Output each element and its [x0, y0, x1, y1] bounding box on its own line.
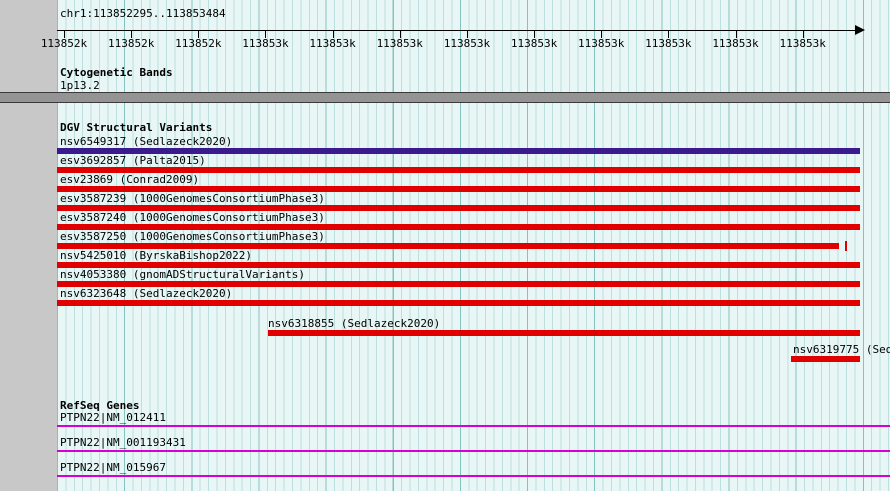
ruler-tick — [466, 30, 468, 38]
variant-label[interactable]: nsv6323648 (Sedlazeck2020) — [60, 287, 233, 300]
ruler-tick — [64, 30, 65, 38]
variant-label[interactable]: nsv6549317 (Sedlazeck2020) — [60, 135, 233, 148]
variant-end-tick — [845, 241, 847, 251]
ruler-tick — [802, 30, 804, 38]
ruler-line — [57, 30, 856, 31]
cytoband-bar[interactable] — [0, 92, 890, 103]
variant-bar[interactable] — [268, 330, 860, 336]
variant-label[interactable]: esv3587239 (1000GenomesConsortiumPhase3) — [60, 192, 325, 205]
gene-line[interactable] — [57, 475, 890, 477]
ruler-tick — [332, 30, 334, 38]
ruler-tick — [265, 30, 267, 38]
variant-label[interactable]: nsv4053380 (gnomADStructuralVariants) — [60, 268, 306, 281]
variant-bar[interactable] — [57, 186, 860, 192]
ruler-tick-label: 113852k — [40, 37, 88, 50]
ruler-tick-label: 113853k — [309, 37, 356, 50]
ruler-tick — [399, 30, 401, 38]
variant-label[interactable]: esv3587240 (1000GenomesConsortiumPhase3) — [60, 211, 325, 224]
variant-label[interactable]: esv3587250 (1000GenomesConsortiumPhase3) — [60, 230, 325, 243]
section-title-refseq-genes: RefSeq Genes — [60, 399, 140, 412]
ruler-tick-label: 113853k — [779, 37, 826, 50]
variant-label[interactable]: esv3692857 (Palta2015) — [60, 154, 206, 167]
ruler-tick-label: 113853k — [712, 37, 759, 50]
ruler-tick — [735, 30, 737, 38]
variant-bar[interactable] — [57, 167, 860, 173]
ruler-tick-label: 113853k — [443, 37, 491, 50]
variant-label[interactable]: nsv5425010 (ByrskaBishop2022) — [60, 249, 253, 262]
ruler-tick-label: 113853k — [578, 37, 625, 50]
ruler-tick-label: 113853k — [510, 37, 558, 50]
ruler-tick-label: 113852k — [107, 37, 155, 50]
ruler-tick-label: 113852k — [175, 37, 222, 50]
left-gutter — [0, 0, 57, 491]
variant-bar[interactable] — [57, 224, 860, 230]
variant-bar[interactable] — [57, 243, 839, 249]
ruler-tick — [534, 30, 536, 38]
variant-label[interactable]: esv23869 (Conrad2009) — [60, 173, 200, 186]
ruler-tick — [198, 30, 200, 38]
gene-label[interactable]: PTPN22|NM_015967 — [60, 461, 166, 474]
variant-bar[interactable] — [57, 148, 860, 154]
ruler-tick-label: 113853k — [645, 37, 692, 50]
section-title-cytogenetic-bands: Cytogenetic Bands — [60, 66, 173, 79]
variant-bar[interactable] — [791, 356, 860, 362]
variant-bar[interactable] — [57, 262, 860, 268]
gene-line[interactable] — [57, 425, 890, 427]
ruler-tick — [601, 30, 603, 38]
variant-bar[interactable] — [57, 300, 860, 306]
section-title-dgv-structural-variants: DGV Structural Variants — [60, 121, 213, 134]
variant-bar[interactable] — [57, 205, 860, 211]
gene-label[interactable]: PTPN22|NM_001193431 — [60, 436, 186, 449]
variant-label[interactable]: nsv6319775 (Sedl — [793, 343, 890, 356]
ruler-arrow-icon — [855, 25, 865, 35]
ruler-tick-label: 113853k — [242, 37, 289, 50]
gene-label[interactable]: PTPN22|NM_012411 — [60, 411, 166, 424]
ruler-tick-label: 113853k — [376, 37, 423, 50]
region-label: chr1:113852295..113853484 — [60, 7, 226, 20]
variant-bar[interactable] — [57, 281, 860, 287]
variant-label[interactable]: nsv6318855 (Sedlazeck2020) — [268, 317, 441, 330]
ruler-tick — [668, 30, 670, 38]
gene-line[interactable] — [57, 450, 890, 452]
ruler-tick — [131, 30, 133, 38]
cytoband-label: 1p13.2 — [60, 79, 100, 92]
